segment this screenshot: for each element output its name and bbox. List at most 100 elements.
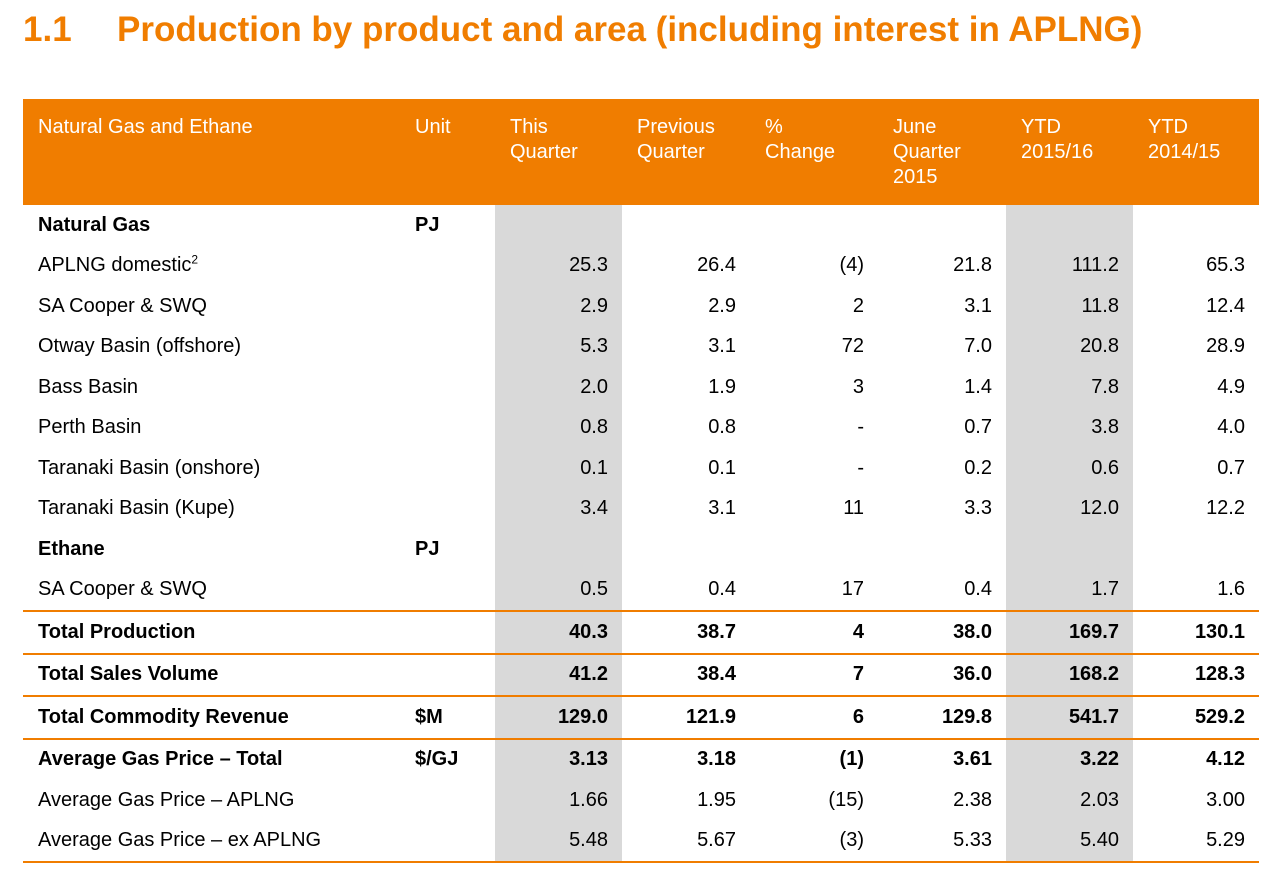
- table-row: Otway Basin (offshore) 5.3 3.1 72 7.0 20.8 28.…: [23, 326, 1259, 368]
- row-unit: [400, 570, 495, 612]
- row-label-text: SA Cooper & SWQ: [38, 578, 207, 601]
- table-row: SA Cooper & SWQ 2.9 2.9 2 3.1 11.8 12.4: [23, 286, 1259, 327]
- cell-percent-change: (4): [839, 254, 864, 277]
- table-row: SA Cooper & SWQ 0.5 0.4 17 0.4 1.7 1.6: [23, 569, 1259, 612]
- cell-june-quarter-2015: 21.8: [953, 254, 992, 277]
- table-header: Natural Gas and Ethane Unit This Quarter…: [23, 99, 1259, 205]
- cell-june-quarter-2015: 0.4: [964, 578, 992, 601]
- row-unit: [400, 820, 495, 863]
- table-row: Average Gas Price – APLNG 1.66 1.95 (15) 2.3…: [23, 780, 1259, 821]
- row-label-text: Natural Gas: [38, 213, 151, 236]
- header-june-quarter-2015: June Quarter 2015: [878, 99, 1006, 205]
- row-label-text: Taranaki Basin (Kupe): [38, 497, 235, 520]
- row-label: Total Commodity Revenue: [23, 695, 400, 739]
- section-title: Production by product and area (includin…: [117, 10, 1143, 49]
- table-row: Bass Basin 2.0 1.9 3 1.4 7.8 4.9: [23, 367, 1259, 408]
- cell-percent-change: [750, 529, 878, 570]
- cell-this-quarter: [495, 529, 622, 570]
- table-row: APLNG domestic2 25.3 26.4 (4) 21.8 111.2 65.3: [23, 245, 1259, 287]
- cell-ytd-2014-15: [1133, 205, 1259, 246]
- table-row: Total Commodity Revenue $M 129.0 121.9 6 129.…: [23, 695, 1259, 739]
- row-label-text: Otway Basin (offshore): [38, 335, 242, 358]
- cell-june-quarter-2015: 3.3: [964, 497, 992, 520]
- row-label: Total Production: [23, 610, 400, 654]
- row-label-text: Total Production: [38, 620, 196, 643]
- cell-ytd-2014-15: 1.6: [1217, 578, 1245, 601]
- row-unit: PJ: [415, 537, 440, 560]
- row-label: Natural Gas: [23, 205, 400, 246]
- cell-june-quarter-2015: 0.2: [964, 456, 992, 479]
- header-this-quarter: This Quarter: [495, 99, 622, 205]
- table-body: Natural Gas PJ APLNG domestic2 25.3 26.4 (4) 2…: [23, 205, 1259, 863]
- cell-this-quarter: 41.2: [495, 652, 622, 696]
- row-label-text: Average Gas Price – ex APLNG: [38, 829, 322, 852]
- cell-percent-change: [750, 205, 878, 246]
- row-label-text: Perth Basin: [38, 416, 142, 439]
- cell-ytd-2014-15: 12.2: [1206, 497, 1245, 520]
- header-unit: Unit: [400, 99, 495, 205]
- row-unit: [400, 408, 495, 449]
- table-row: Natural Gas PJ: [23, 205, 1259, 246]
- cell-ytd-2015-16: 11.8: [1006, 286, 1133, 327]
- row-label-text: APLNG domestic: [38, 254, 192, 277]
- header-ytd-2014-15: YTD 2014/15: [1133, 99, 1259, 205]
- table-row: Average Gas Price – Total $/GJ 3.13 3.18 (1)…: [23, 737, 1259, 780]
- cell-previous-quarter: 38.4: [622, 652, 750, 696]
- cell-previous-quarter: 1.95: [697, 788, 736, 811]
- cell-percent-change: -: [857, 456, 864, 479]
- row-label: SA Cooper & SWQ: [23, 286, 400, 327]
- row-label: Total Sales Volume: [23, 652, 400, 696]
- cell-ytd-2014-15: 130.1: [1133, 610, 1259, 654]
- cell-ytd-2015-16: 111.2: [1006, 245, 1133, 286]
- cell-percent-change: (3): [750, 820, 878, 863]
- section-heading: 1.1 Production by product and area (inclu…: [23, 10, 1142, 60]
- cell-this-quarter: [495, 205, 622, 246]
- cell-ytd-2015-16: 168.2: [1006, 652, 1133, 696]
- cell-previous-quarter: [622, 205, 750, 246]
- row-label-text: SA Cooper & SWQ: [38, 294, 207, 317]
- table-row: Total Sales Volume 41.2 38.4 7 36.0 168.2 128.…: [23, 652, 1259, 696]
- cell-ytd-2015-16: [1006, 205, 1133, 246]
- cell-this-quarter: 5.3: [495, 326, 622, 367]
- row-label: SA Cooper & SWQ: [23, 570, 400, 612]
- row-unit: [400, 246, 495, 287]
- cell-ytd-2014-15: 4.9: [1217, 375, 1245, 398]
- cell-ytd-2014-15: 3.00: [1206, 788, 1245, 811]
- row-unit: [400, 286, 495, 327]
- cell-percent-change: 11: [843, 497, 864, 520]
- cell-previous-quarter: 1.9: [708, 375, 736, 398]
- cell-percent-change: -: [857, 416, 864, 439]
- cell-june-quarter-2015: 7.0: [964, 335, 992, 358]
- cell-june-quarter-2015: 129.8: [878, 695, 1006, 739]
- row-unit: [400, 780, 495, 821]
- cell-ytd-2014-15: 128.3: [1133, 652, 1259, 696]
- cell-this-quarter: 2.0: [495, 367, 622, 408]
- row-unit: [400, 489, 495, 530]
- cell-june-quarter-2015: 1.4: [964, 375, 992, 398]
- table-row: Taranaki Basin (Kupe) 3.4 3.1 11 3.3 12.0 12.2: [23, 488, 1259, 530]
- cell-ytd-2015-16: 1.7: [1006, 569, 1133, 611]
- cell-previous-quarter: 0.4: [708, 578, 736, 601]
- row-label-text: Taranaki Basin (onshore): [38, 456, 261, 479]
- header-previous-quarter: Previous Quarter: [622, 99, 750, 205]
- header-row: Natural Gas and Ethane Unit This Quarter…: [23, 99, 1259, 205]
- cell-this-quarter: 5.48: [495, 820, 622, 863]
- cell-this-quarter: 129.0: [495, 695, 622, 739]
- cell-percent-change: 4: [750, 610, 878, 654]
- section-number: 1.1: [23, 10, 72, 49]
- cell-ytd-2015-16: 169.7: [1006, 610, 1133, 654]
- cell-percent-change: 2: [852, 294, 864, 317]
- row-label: Taranaki Basin (Kupe): [23, 489, 400, 530]
- table-row: Ethane PJ: [23, 529, 1259, 570]
- row-label: Otway Basin (offshore): [23, 327, 400, 368]
- cell-june-quarter-2015: 3.1: [964, 294, 992, 317]
- cell-previous-quarter: 5.67: [622, 820, 750, 863]
- cell-june-quarter-2015: 2.38: [953, 788, 992, 811]
- cell-ytd-2015-16: 20.8: [1006, 326, 1133, 367]
- cell-ytd-2015-16: 3.22: [1006, 737, 1133, 780]
- cell-this-quarter: 2.9: [495, 286, 622, 327]
- cell-ytd-2015-16: 12.0: [1006, 488, 1133, 529]
- cell-this-quarter: 3.4: [495, 488, 622, 529]
- cell-previous-quarter: 121.9: [622, 695, 750, 739]
- cell-previous-quarter: 38.7: [622, 610, 750, 654]
